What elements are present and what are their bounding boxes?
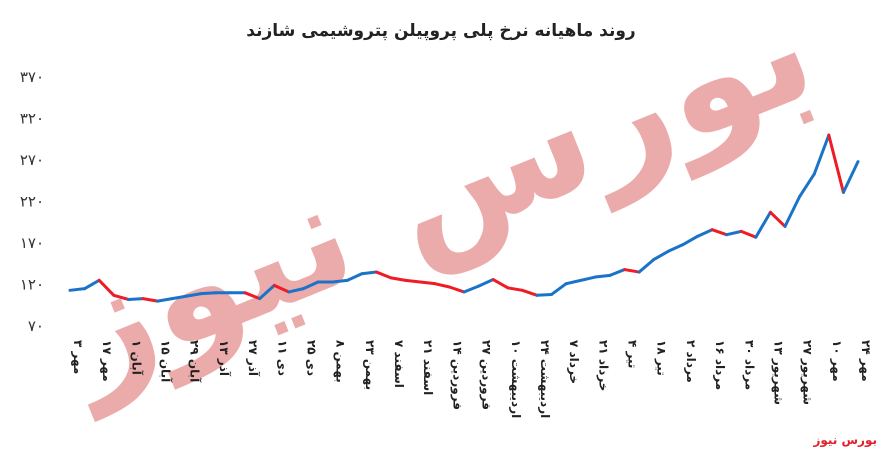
y-tick-label: ۳۲۰: [20, 110, 44, 128]
line-segment-increase: [681, 234, 699, 247]
x-tick-label: ۴ تیر: [626, 340, 640, 368]
x-tick-label: ۱۳ آذر: [217, 340, 232, 377]
y-axis: ۷۰ ۱۲۰ ۱۷۰ ۲۲۰ ۲۷۰ ۳۲۰ ۳۷۰: [20, 68, 44, 335]
line-segment-increase: [68, 287, 87, 292]
line-segment-increase: [360, 270, 378, 276]
line-segment-increase: [287, 287, 305, 294]
x-tick-label: ۱۰ مهر: [830, 340, 844, 382]
x-tick-label: ۳۰ مرداد: [742, 340, 756, 390]
line-segment-decrease: [768, 210, 787, 228]
x-tick-label: ۲۹ آبان: [188, 340, 203, 383]
chart-title: روند ماهیانه نرخ پلی پروپیلن پتروشیمی شا…: [246, 21, 635, 41]
y-tick-label: ۷۰: [28, 317, 44, 335]
line-segment-decrease: [506, 286, 524, 292]
line-segment-increase: [83, 278, 101, 291]
y-tick-label: ۲۷۰: [20, 151, 44, 169]
line-segment-decrease: [739, 229, 758, 239]
line-segment-increase: [462, 284, 481, 294]
x-axis: ۳ مهر ۱۷ مهر ۱ آبان ۱۵ آبان ۲۹ آبان ۱۳ آذر ۲۷ …: [71, 340, 873, 418]
x-tick-label: ۱۴ فروردین: [449, 340, 464, 410]
x-tick-label: ۱۱ دی: [275, 340, 289, 376]
line-segment-increase: [477, 278, 495, 288]
line-segment-increase: [725, 229, 743, 237]
line-segment-increase: [199, 291, 218, 296]
line-segment-increase: [564, 278, 583, 286]
x-tick-label: ۱۰ اردیبهشت: [509, 340, 523, 418]
line-segment-decrease: [623, 268, 641, 274]
line-segment-increase: [841, 160, 860, 194]
x-tick-label: ۳ مهر: [71, 340, 85, 374]
line-segment-decrease: [418, 280, 437, 286]
line-segment-decrease: [243, 291, 262, 301]
y-tick-label: ۱۲۰: [20, 276, 44, 294]
line-segment-increase: [652, 249, 670, 262]
line-segment-increase: [535, 292, 554, 297]
line-segment-increase: [301, 280, 320, 291]
x-tick-label: ۲۷ شهریور: [800, 340, 815, 405]
line-segment-decrease: [272, 283, 291, 294]
x-tick-label: ۲۷ آذر: [246, 340, 261, 377]
line-segment-decrease: [827, 133, 845, 194]
x-tick-label: ۲۷ فروردین: [479, 340, 494, 410]
line-segment-decrease: [491, 278, 510, 290]
line-segment-decrease: [404, 278, 422, 284]
x-tick-label: ۱۳ شهریور: [770, 340, 785, 405]
x-tick-label: ۲۱ خرداد: [596, 340, 610, 391]
line-segment-increase: [185, 292, 203, 298]
line-segment-increase: [608, 268, 627, 277]
line-segment-increase: [550, 282, 568, 296]
line-segment-decrease: [374, 270, 393, 280]
x-tick-label: ۲۱ اسفند: [421, 340, 435, 395]
x-tick-label: ۲۴ اردیبهشت: [538, 340, 552, 418]
y-tick-label: ۲۲۰: [20, 193, 44, 211]
line-segment-decrease: [447, 285, 466, 294]
line-segment-increase: [637, 258, 656, 274]
x-tick-label: ۱۸ تیر: [655, 340, 669, 376]
x-tick-label: ۸ بهمن: [334, 340, 348, 383]
line-segment-increase: [156, 297, 174, 303]
line-segment-increase: [126, 297, 145, 301]
y-tick-label: ۱۷۰: [20, 234, 44, 252]
line-segment-increase: [783, 195, 802, 228]
x-tick-label: ۲ مرداد: [684, 340, 698, 383]
line-segment-increase: [798, 172, 816, 199]
line-segment-decrease: [112, 293, 130, 301]
line-segment-decrease: [710, 228, 729, 237]
x-tick-label: ۱۶ مرداد: [713, 340, 727, 390]
x-tick-label: ۲۴ مهر: [859, 340, 873, 382]
line-segment-increase: [170, 294, 189, 301]
line-segment-decrease: [97, 278, 116, 297]
x-tick-label: ۱ آبان: [129, 340, 144, 376]
x-tick-label: ۲۳ بهمن: [363, 340, 377, 390]
line-segment-increase: [331, 278, 349, 284]
line-segment-increase: [579, 275, 597, 282]
line-segment-increase: [345, 272, 364, 282]
line-segment-increase: [812, 133, 831, 176]
line-segment-increase: [754, 210, 772, 239]
x-tick-label: ۱۵ آبان: [159, 340, 174, 383]
line-segment-increase: [593, 273, 612, 279]
line-segment-increase: [258, 283, 276, 301]
x-tick-label: ۱۷ مهر: [100, 340, 114, 382]
line-segment-decrease: [141, 297, 160, 303]
source-label: بورس نیوز: [812, 433, 877, 448]
line-segment-decrease: [389, 276, 408, 282]
line-segment-decrease: [520, 288, 539, 297]
x-tick-label: ۲۵ دی: [304, 340, 318, 376]
y-tick-label: ۳۷۰: [20, 68, 44, 86]
price-series: [68, 133, 860, 303]
line-segment-increase: [695, 228, 714, 238]
line-segment-increase: [666, 243, 685, 253]
x-tick-label: ۷ خرداد: [567, 340, 581, 384]
x-tick-label: ۷ اسفند: [392, 340, 406, 388]
line-segment-decrease: [433, 282, 451, 289]
